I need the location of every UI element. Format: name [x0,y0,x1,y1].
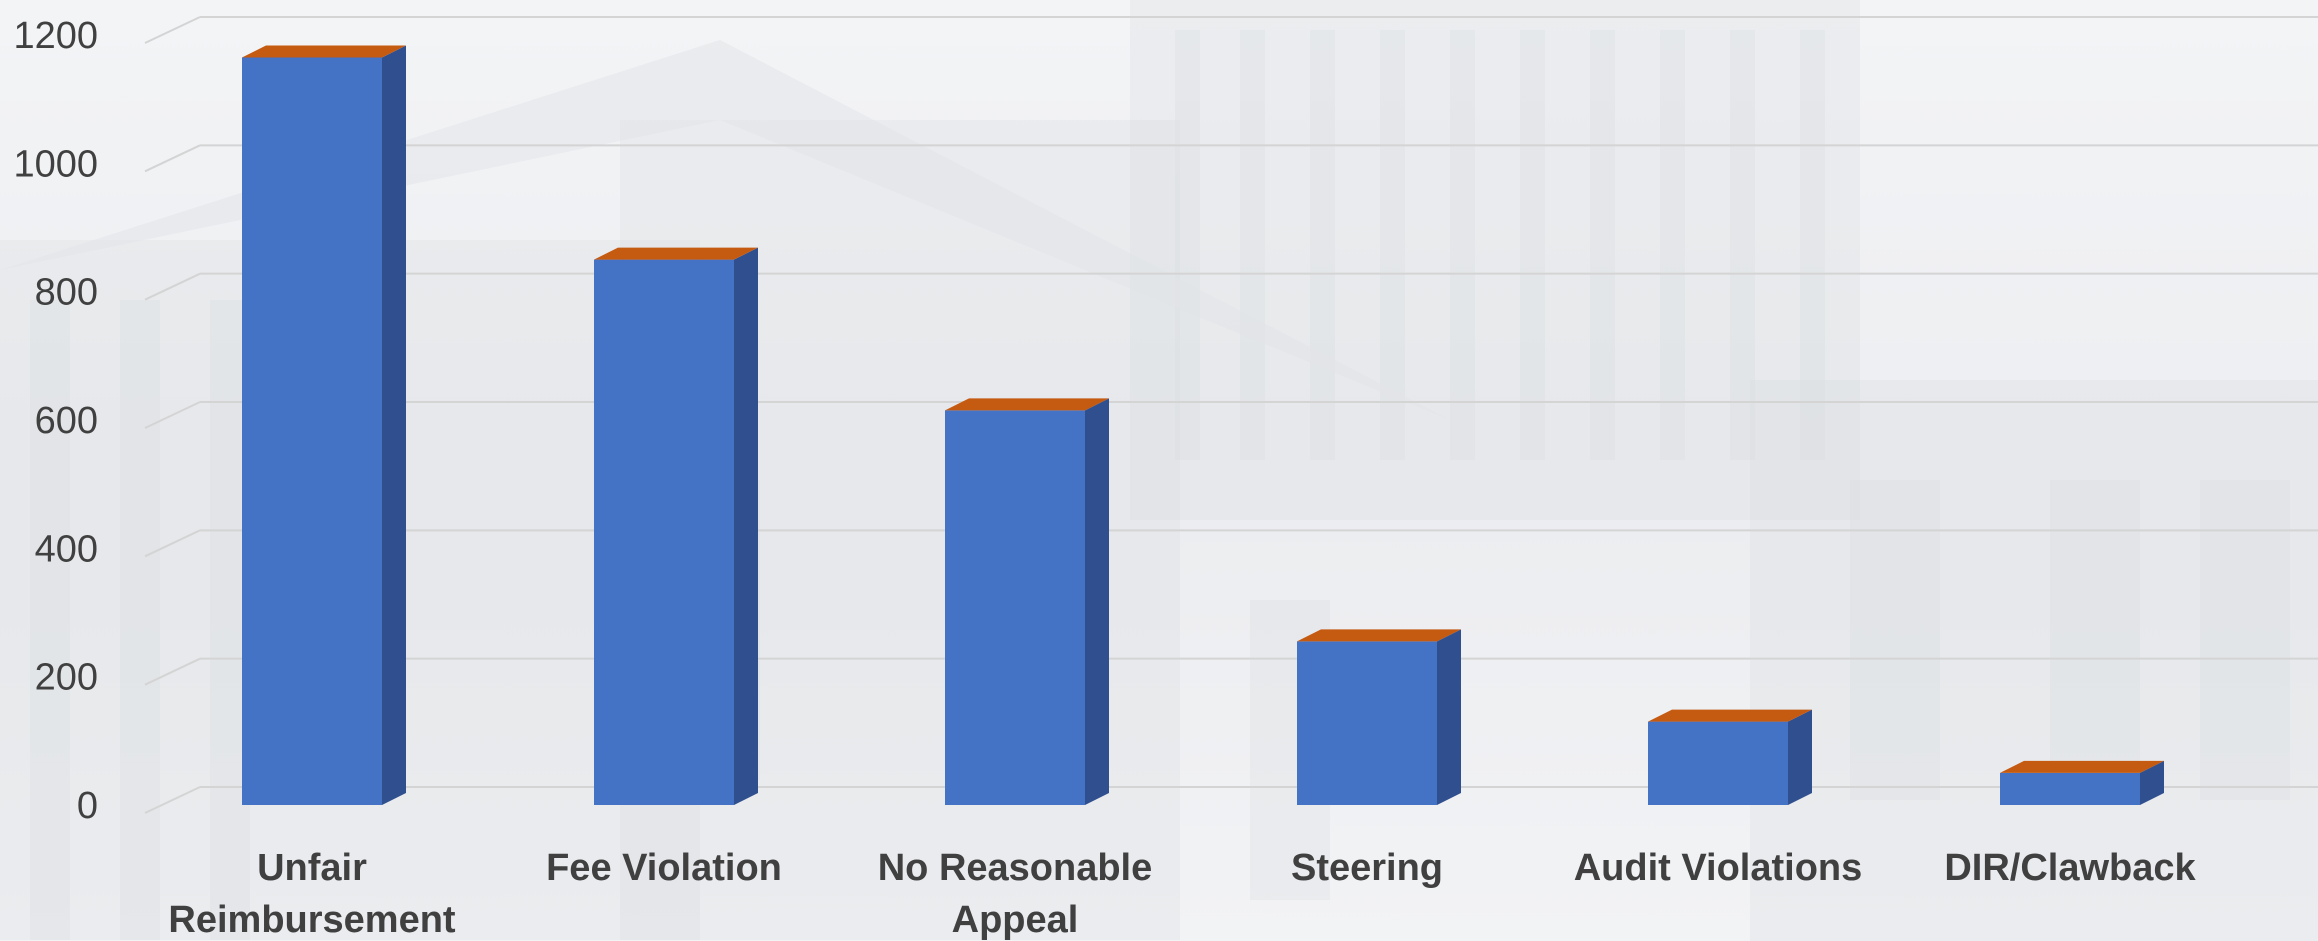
background-shape-18 [2200,480,2290,800]
background-shape-1 [1175,30,1200,460]
bar-top-4 [1297,629,1461,642]
bar-4 [1297,629,1461,805]
y-tick-label-400: 400 [35,528,98,570]
bar-front-3 [945,410,1085,805]
background-shape-8 [1660,30,1685,460]
category-label-line: Reimbursement [168,899,456,941]
category-label-2: Fee Violation [546,847,782,889]
bar-side-3 [1085,398,1109,805]
category-label-5: Audit Violations [1574,847,1863,889]
bar-side-4 [1437,629,1461,805]
bar-side-5 [1788,709,1812,805]
background-shape-3 [1310,30,1335,460]
x-axis-labels: Unfair Reimbursement Fee Violation No Reaso… [168,847,2196,941]
category-label-line: No Reasonable [878,847,1153,889]
bar-top-6 [2000,760,2164,773]
category-label-3: No Reasonable Appeal [878,847,1153,941]
background-shape-2 [1240,30,1265,460]
category-label-line: Fee Violation [546,847,782,889]
bars [242,45,2164,806]
background-roofline [0,40,1450,420]
background-shape-9 [1730,30,1755,460]
bar-top-2 [594,247,758,260]
gridline-wall-0 [144,786,201,814]
background-shape-17 [2050,480,2140,800]
bar-front-2 [594,259,734,805]
bar-1 [242,45,406,806]
y-tick-label-800: 800 [35,272,98,314]
background-shape-7 [1590,30,1615,460]
category-label-line: DIR/Clawback [1944,847,2196,889]
bar-3 [945,398,1109,805]
background-shape-0 [1130,0,1860,520]
gridline-wall-1000 [144,144,201,173]
y-tick-label-1200: 1200 [13,15,98,57]
gridline-wall-1200 [144,16,201,44]
background-shape-10 [1800,30,1825,460]
y-tick-label-1000: 1000 [13,143,98,185]
category-label-line: Appeal [952,899,1079,941]
y-tick-label-200: 200 [35,657,98,699]
background-shape-15 [1750,380,2318,941]
category-label-line: Audit Violations [1574,847,1863,889]
bar-side-2 [734,247,758,806]
gridline-wall-800 [144,272,201,301]
category-label-line: Unfair [257,847,367,889]
category-label-6: DIR/Clawback [1944,847,2196,889]
gridlines [144,16,2318,814]
y-axis-ticks: 0 200 400 600 800 1000 1200 [13,15,98,827]
bar-top-5 [1648,709,1812,722]
gridline-wall-600 [144,401,201,429]
category-label-4: Steering [1291,847,1443,889]
category-label-line: Steering [1291,847,1443,889]
background-shape-5 [1450,30,1475,460]
background-shape-12 [30,300,70,940]
bar-side-6 [2140,760,2164,805]
category-label-1: Unfair Reimbursement [168,847,456,941]
bar-5 [1648,709,1812,805]
background-shape-6 [1520,30,1545,460]
y-tick-label-0: 0 [77,785,98,827]
gridline-wall-400 [144,529,201,558]
bar-6 [2000,760,2164,805]
y-tick-label-600: 600 [35,400,98,442]
bar-front-1 [242,57,382,806]
bar-2 [594,247,758,806]
bar-top-3 [945,398,1109,411]
bar-front-5 [1648,721,1788,805]
background-shape-13 [120,300,160,940]
bar-side-1 [382,45,406,806]
background-shape-16 [1850,480,1940,800]
gridline-wall-200 [144,657,201,686]
bar-top-1 [242,45,406,58]
bar-front-6 [2000,772,2140,805]
bar-front-4 [1297,641,1437,805]
